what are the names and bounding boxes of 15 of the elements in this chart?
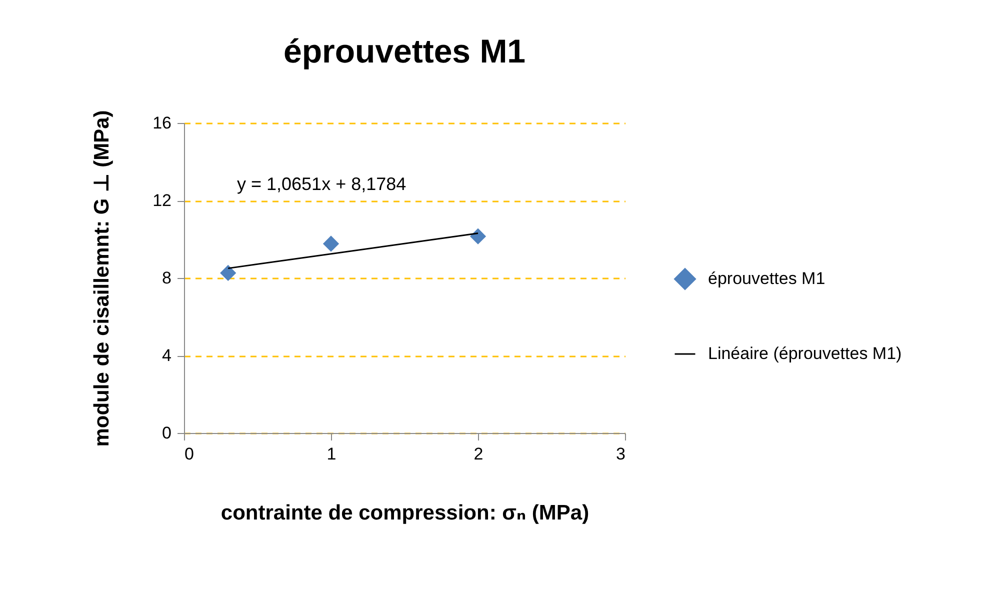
legend-label: éprouvettes M1 — [708, 269, 826, 288]
y-tick-label: 12 — [152, 191, 172, 210]
y-axis-title: module de cisaillemnt: G ⊥ (MPa) — [90, 110, 114, 447]
y-tick-label: 8 — [162, 268, 172, 288]
legend-label: Linéaire (éprouvettes M1) — [708, 344, 902, 363]
y-tick-label: 16 — [152, 114, 172, 132]
chart-title: éprouvettes M1 — [283, 32, 526, 70]
x-tick-label: 3 — [616, 444, 626, 464]
x-tick-label: 1 — [326, 444, 336, 464]
y-tick-label: 0 — [162, 424, 172, 442]
annotation: y = 1,0651x + 8,1784 — [237, 174, 406, 194]
x-tick-label: 0 — [184, 444, 194, 464]
x-tick-label: 2 — [474, 444, 484, 464]
y-tick-label: 4 — [162, 346, 172, 365]
x-axis-title: contrainte de compression: σₙ (MPa) — [220, 502, 590, 524]
